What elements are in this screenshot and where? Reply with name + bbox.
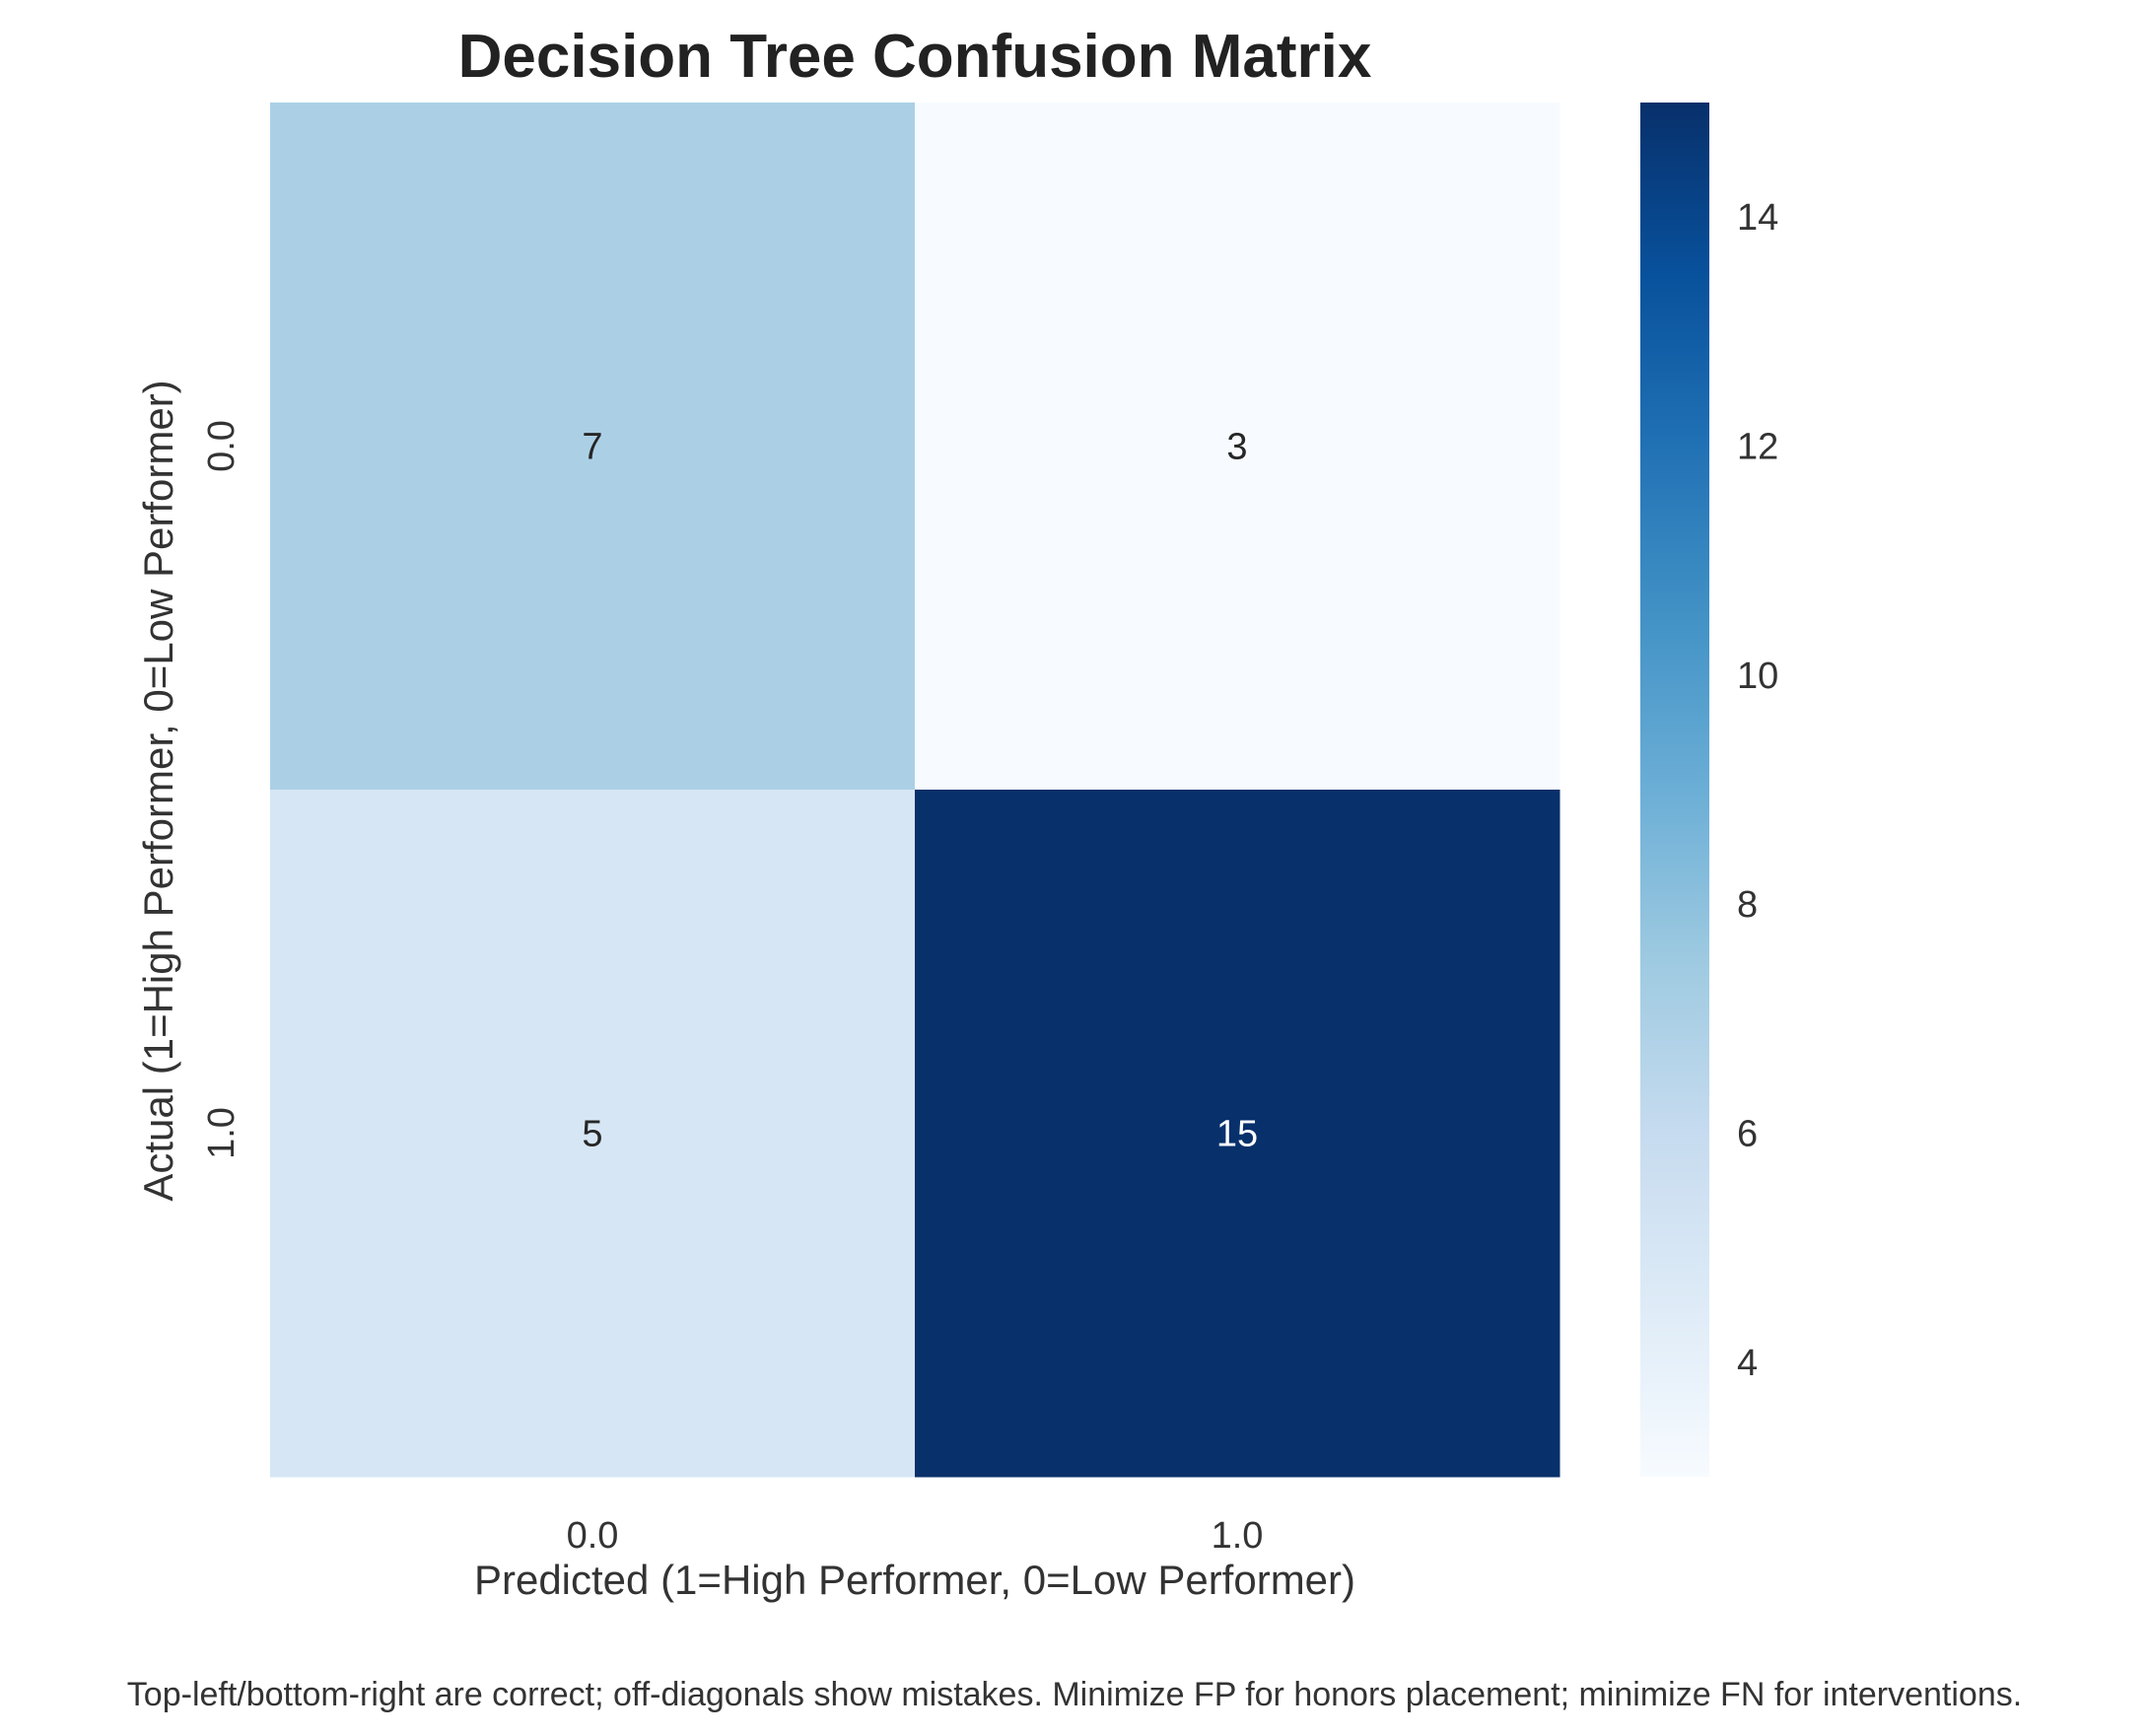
- colorbar: [1640, 103, 1709, 1477]
- y-axis-label: Actual (1=High Performer, 0=Low Performe…: [135, 380, 181, 1201]
- colorbar-tick-label: 14: [1737, 197, 1778, 239]
- colorbar-tick-label: 4: [1737, 1343, 1758, 1384]
- x-axis-label: Predicted (1=High Performer, 0=Low Perfo…: [474, 1557, 1355, 1603]
- colorbar-tick-label: 12: [1737, 427, 1778, 468]
- colorbar-tick-label: 10: [1737, 656, 1778, 697]
- cell-value-label: 15: [1216, 1114, 1258, 1155]
- chart-title: Decision Tree Confusion Matrix: [458, 23, 1372, 91]
- x-tick-label: 0.0: [567, 1515, 619, 1557]
- heatmap-cell-r1-c1: [915, 790, 1560, 1478]
- cell-value-label: 7: [582, 427, 602, 468]
- heatmap-cell-r0-c1: [915, 103, 1560, 791]
- y-axis-ticks: 0.0 1.0: [201, 420, 243, 1159]
- x-axis-ticks: 0.0 1.0: [567, 1515, 1264, 1557]
- cell-value-label: 5: [582, 1114, 602, 1155]
- heatmap-cells: 7 3 5 15: [270, 103, 1560, 1478]
- colorbar-tick-label: 6: [1737, 1114, 1758, 1155]
- heatmap-cell-r1-c0: [270, 790, 916, 1478]
- y-tick-label: 1.0: [201, 1107, 243, 1159]
- figure-caption: Top-left/bottom-right are correct; off-d…: [127, 1676, 2022, 1713]
- y-tick-label: 0.0: [201, 420, 243, 472]
- colorbar-ticks: 4 6 8 10 12 14: [1737, 197, 1778, 1384]
- heatmap-cell-r0-c0: [270, 103, 916, 791]
- x-tick-label: 1.0: [1212, 1515, 1264, 1557]
- cell-value-label: 3: [1226, 427, 1247, 468]
- colorbar-tick-label: 8: [1737, 884, 1758, 926]
